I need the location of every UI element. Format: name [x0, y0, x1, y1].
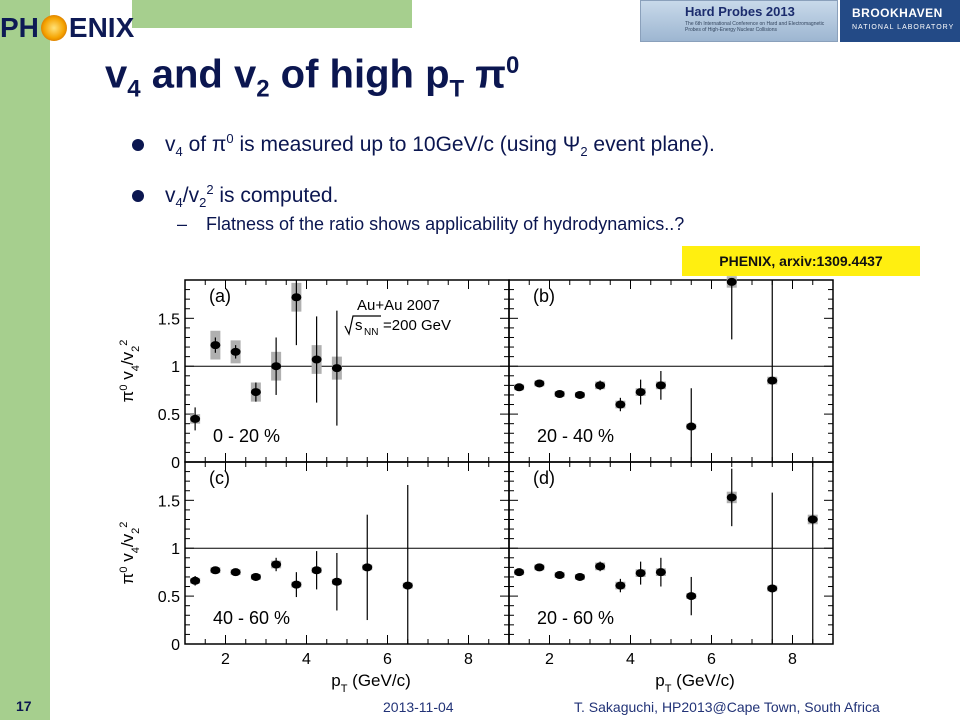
panel-label: (b)	[533, 286, 555, 306]
phenix-logo: PH ENIX	[0, 12, 134, 44]
data-point	[595, 562, 606, 571]
data-point	[726, 277, 737, 286]
data-point	[271, 362, 282, 371]
footer-author: T. Sakaguchi, HP2013@Cape Town, South Af…	[574, 699, 880, 715]
y-tick-label: 1.5	[158, 311, 180, 328]
x-tick-label: 8	[788, 651, 797, 668]
page-number: 17	[16, 698, 32, 714]
logo-text-left: PH	[0, 12, 39, 43]
centrality-label: 40 - 60 %	[213, 608, 290, 628]
data-point	[230, 568, 241, 577]
bullet-dot	[132, 190, 144, 202]
data-point	[635, 388, 646, 397]
y-axis-label: π0 v4/v22	[118, 522, 142, 585]
y-tick-label: 1	[171, 541, 180, 558]
conference-subtitle: The 6th International Conference on Hard…	[685, 21, 825, 33]
data-point	[615, 581, 626, 590]
data-point	[655, 568, 666, 577]
data-point	[250, 388, 261, 397]
data-point	[686, 592, 697, 601]
data-point	[807, 515, 818, 524]
data-point	[402, 581, 413, 590]
logo-text-right: ENIX	[68, 12, 135, 43]
y-tick-label: 0	[171, 637, 180, 654]
conference-banner: Hard Probes 2013 The 6th International C…	[640, 0, 838, 42]
x-axis-label: pT (GeV/c)	[655, 671, 735, 692]
centrality-label: 20 - 40 %	[537, 426, 614, 446]
bnl-logo: BROOKHAVEN NATIONAL LABORATORY	[840, 0, 960, 42]
dataset-label: Au+Au 2007	[357, 297, 440, 314]
data-point	[362, 563, 373, 572]
lab-subname: NATIONAL LABORATORY	[852, 24, 955, 31]
bullet-2-text: v4/v22 is computed.	[165, 182, 339, 211]
y-tick-label: 0.5	[158, 589, 180, 606]
y-tick-label: 1.5	[158, 493, 180, 510]
data-point	[514, 568, 525, 577]
y-tick-label: 0	[171, 455, 180, 472]
y-axis-label: π0 v4/v22	[118, 340, 142, 403]
energy-value: =200 GeV	[383, 317, 451, 334]
panel-label: (a)	[209, 286, 231, 306]
citation-label: PHENIX, arxiv:1309.4437	[682, 246, 920, 276]
data-point	[534, 563, 545, 572]
sub-bullet-text: Flatness of the ratio shows applicabilit…	[206, 214, 685, 234]
data-point	[554, 389, 565, 398]
data-point	[210, 341, 221, 350]
x-tick-label: 6	[707, 651, 716, 668]
data-point	[331, 364, 342, 373]
data-point	[534, 379, 545, 388]
centrality-label: 0 - 20 %	[213, 426, 280, 446]
header-band	[132, 0, 412, 28]
x-tick-label: 6	[383, 651, 392, 668]
data-point	[655, 381, 666, 390]
bullet-1-text: v4 of π0 is measured up to 10GeV/c (usin…	[165, 131, 715, 160]
data-point	[574, 390, 585, 399]
data-point	[230, 347, 241, 356]
footer-date: 2013-11-04	[383, 699, 454, 715]
data-point	[291, 293, 302, 302]
data-point	[331, 577, 342, 586]
data-point	[686, 422, 697, 431]
data-point	[190, 414, 201, 423]
sidebar-band	[0, 0, 50, 720]
panel-label: (c)	[209, 468, 230, 488]
x-tick-label: 2	[221, 651, 230, 668]
x-tick-label: 8	[464, 651, 473, 668]
energy-subscript: NN	[364, 327, 378, 338]
y-tick-label: 1	[171, 359, 180, 376]
data-point	[210, 566, 221, 575]
data-point	[250, 572, 261, 581]
lab-name: BROOKHAVEN	[852, 6, 943, 20]
sub-bullet-dash: –	[177, 214, 188, 234]
v4-v2-ratio-plots: 0 0.5 1 1.5 (a) 0 - 20 % Au+Au 2007 s NN =200 GeV…	[118, 276, 834, 692]
data-point	[767, 376, 778, 385]
data-point	[311, 566, 322, 575]
x-axis-label: pT (GeV/c)	[331, 671, 411, 692]
conference-title: Hard Probes 2013	[685, 4, 795, 19]
phoenix-sun-icon	[40, 15, 67, 41]
y-tick-label: 0.5	[158, 407, 180, 424]
x-tick-label: 4	[302, 651, 311, 668]
panel-label: (d)	[533, 468, 555, 488]
data-point	[767, 584, 778, 593]
data-point	[635, 569, 646, 578]
data-point	[615, 400, 626, 409]
data-point	[311, 355, 322, 364]
sqrt-symbol	[344, 315, 381, 336]
data-point	[554, 571, 565, 580]
bullet-dot	[132, 139, 144, 151]
data-point	[514, 383, 525, 392]
data-point	[291, 580, 302, 589]
data-point	[574, 572, 585, 581]
centrality-label: 20 - 60 %	[537, 608, 614, 628]
data-point	[271, 560, 282, 569]
data-point	[595, 381, 606, 390]
x-tick-label: 4	[626, 651, 635, 668]
slide-title: v4 and v2 of high pT π0	[105, 52, 520, 103]
data-point	[190, 576, 201, 585]
energy-label: s	[355, 317, 363, 334]
x-tick-label: 2	[545, 651, 554, 668]
data-point	[726, 493, 737, 502]
